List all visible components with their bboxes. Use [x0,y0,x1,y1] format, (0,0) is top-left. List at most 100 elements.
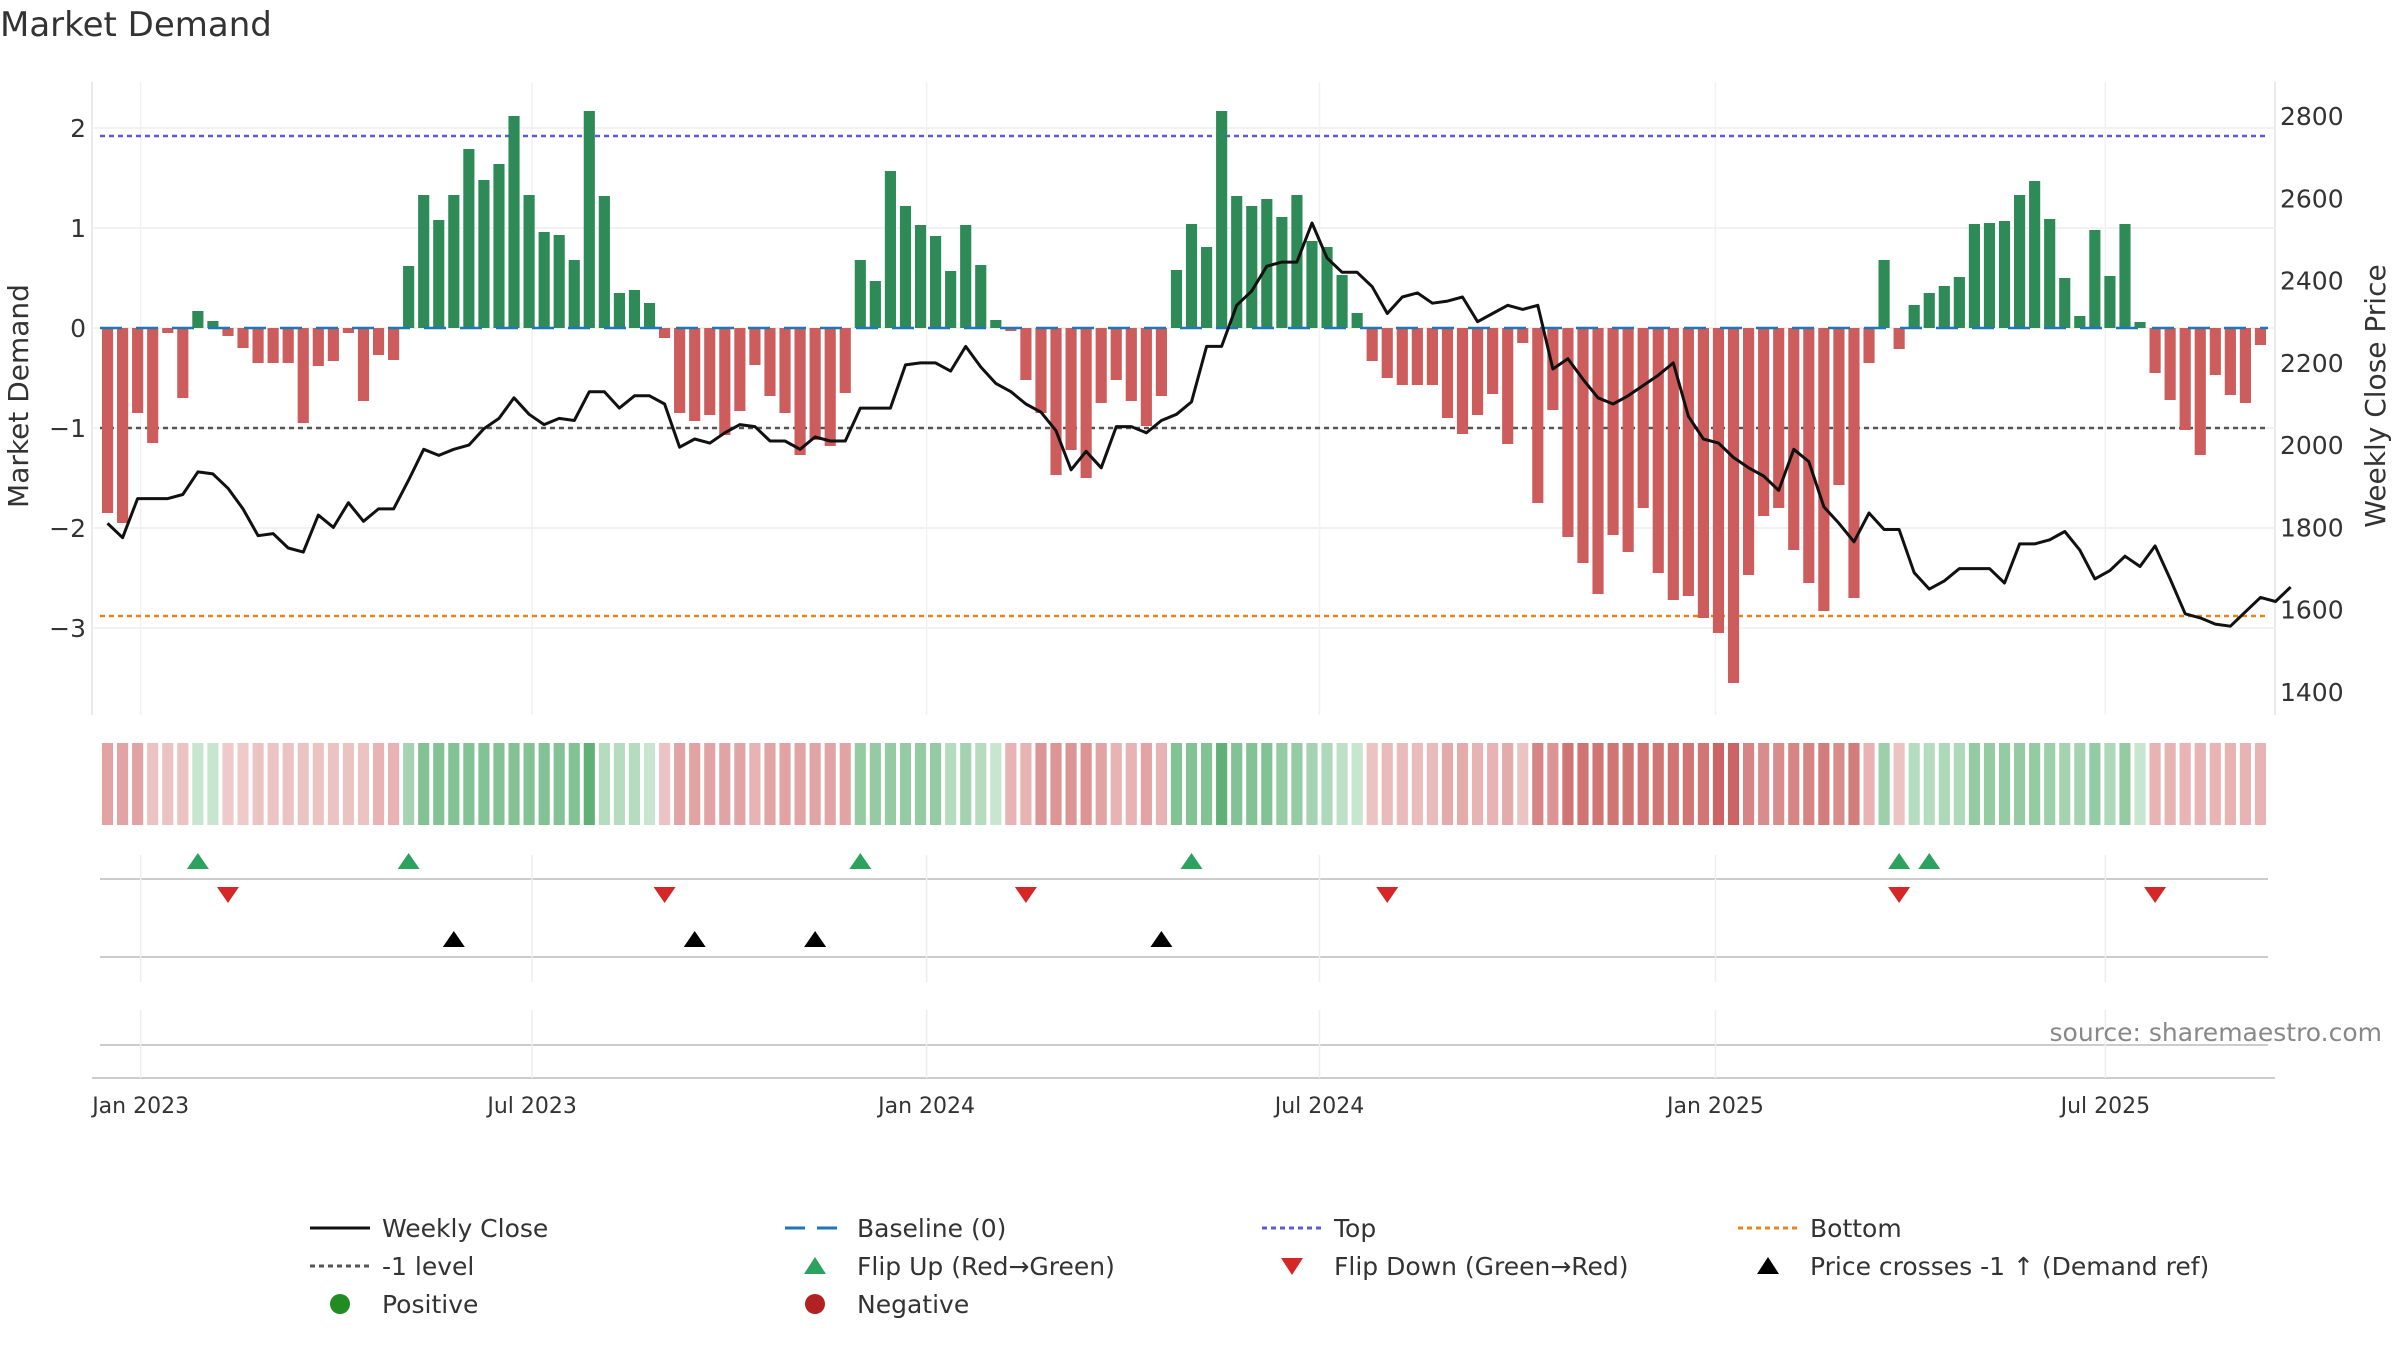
negative-demand-bar [1833,328,1845,485]
heat-cell [1351,743,1363,825]
left-tick-label: −1 [49,414,86,443]
positive-demand-bar [192,311,204,328]
positive-demand-bar [2089,230,2101,328]
heat-cell [960,743,972,825]
negative-demand-bar [1005,328,1017,331]
heat-cell [2224,743,2236,825]
demand-bars [100,111,2268,683]
positive-demand-bar [523,195,535,328]
legend: Weekly Close Baseline (0) Top Bottom -1 leve… [310,1214,2209,1319]
heat-cell [1622,743,1634,825]
legend-entry: Flip Down (Green→Red) [1281,1252,1629,1281]
heat-cell [809,743,821,825]
heat-cell [930,743,942,825]
flip-events-panel [100,853,2268,903]
chart-title: Market Demand [0,5,272,45]
negative-demand-bar [147,328,159,443]
gridlines [92,82,2276,715]
legend-label: Positive [382,1290,478,1319]
heat-cell [1547,743,1559,825]
heat-cell [1336,743,1348,825]
legend-label: Negative [857,1290,969,1319]
heat-cell [1607,743,1619,825]
legend-entry: -1 level [310,1252,474,1281]
positive-demand-bar [854,260,866,328]
heat-cell [1216,743,1228,825]
heat-cell [1773,743,1785,825]
positive-demand-bar [1276,217,1288,328]
negative-demand-bar [282,328,294,363]
positive-demand-bar [2119,224,2131,328]
positive-demand-bar [448,195,460,328]
positive-demand-bar [945,271,957,328]
negative-demand-bar [1426,328,1438,385]
heat-cell [1758,743,1770,825]
heat-cell [914,743,927,825]
heat-cell [613,743,625,825]
positive-demand-bar [1351,313,1363,328]
heat-cell [508,743,520,825]
heat-cell [1170,743,1183,825]
heat-cell [493,743,505,825]
heat-cell [1125,743,1137,825]
heat-cell [1095,743,1107,825]
heat-cell [1532,743,1544,825]
negative-demand-bar [1577,328,1589,563]
negative-demand-bar [252,328,264,363]
heat-cell [1005,743,1017,825]
heat-cell [764,743,776,825]
positive-demand-bar [1336,275,1348,328]
legend-entry: Price crosses -1 ↑ (Demand ref) [1757,1252,2209,1281]
heat-cell [689,743,701,825]
positive-demand-bar [1261,199,1273,328]
legend-label: Baseline (0) [857,1214,1006,1243]
negative-demand-bar [162,328,174,333]
positive-demand-bar [508,116,520,328]
negative-demand-bar [1080,328,1092,478]
heat-cell [1908,743,1920,825]
negative-demand-bar [1727,328,1740,683]
heat-cell [869,743,881,825]
heat-cell [1035,743,1047,825]
legend-label: Weekly Close [382,1214,548,1243]
heat-cell [854,743,866,825]
negative-demand-bar [1396,328,1408,385]
legend-entry: Bottom [1738,1214,1902,1243]
positive-demand-bar [884,171,896,328]
right-tick-label: 2800 [2280,102,2344,131]
left-tick-label: −3 [49,614,86,643]
heat-cell [2149,743,2161,825]
heat-cell [207,743,219,825]
heat-cell [312,743,324,825]
flip-markers [186,853,2167,903]
heat-cell [433,743,445,825]
positive-demand-bar [463,149,475,328]
positive-demand-bar [960,225,972,328]
heat-cell [538,743,550,825]
heat-cell [2134,743,2146,825]
heat-cell [568,743,580,825]
heat-cell [1020,743,1032,825]
negative-demand-bar [1441,328,1454,418]
heat-cell [945,743,957,825]
legend-label: Bottom [1810,1214,1902,1243]
flip-up-marker [1180,853,1203,869]
positive-demand-bar [2014,195,2026,328]
negative-demand-bar [1110,328,1122,380]
positive-demand-bar [1201,247,1213,328]
legend-entry: Top [1262,1214,1376,1243]
positive-demand-bar [975,265,987,328]
heat-cell [1803,743,1815,825]
negative-demand-bar [1366,328,1378,361]
heat-cell [2089,743,2101,825]
negative-demand-bar [117,328,129,523]
heat-cell [2164,743,2176,825]
negative-demand-bar [1652,328,1664,573]
flip-up-marker [849,853,872,869]
heat-cell [598,743,610,825]
heat-cell [162,743,174,825]
flip-down-marker [1014,887,1037,903]
positive-demand-bar [1938,286,1950,328]
left-tick-label: 2 [70,114,86,143]
